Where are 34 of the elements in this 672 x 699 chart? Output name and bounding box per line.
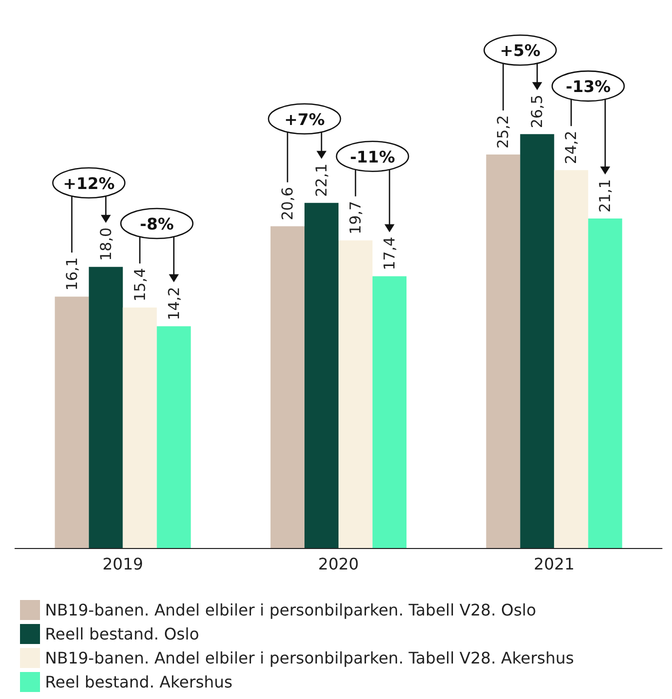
data-label: 14,2 bbox=[164, 286, 183, 320]
legend-label: NB19-banen. Andel elbiler i personbilparken. Tabell V28. Oslo bbox=[45, 600, 536, 620]
data-label: 19,7 bbox=[346, 200, 364, 234]
annotation: +12% bbox=[62, 174, 115, 193]
bar bbox=[372, 276, 406, 548]
data-label: 17,4 bbox=[380, 236, 398, 270]
bar bbox=[520, 134, 554, 548]
data-label: 25,2 bbox=[494, 115, 512, 148]
bar bbox=[54, 296, 89, 548]
bar bbox=[122, 308, 157, 548]
x-tick-label: 2021 bbox=[534, 554, 575, 574]
x-tick-label: 2019 bbox=[102, 554, 144, 574]
data-label: 21,1 bbox=[596, 179, 614, 212]
bar bbox=[588, 218, 622, 548]
annotation: -11% bbox=[350, 147, 395, 166]
legend-label: Reel bestand. Akershus bbox=[45, 672, 233, 692]
legend-label: NB19-banen. Andel elbiler i personbilparken. Tabell V28. Akershus bbox=[45, 648, 574, 668]
bar bbox=[338, 240, 372, 548]
data-label: 24,2 bbox=[562, 130, 580, 164]
bar bbox=[156, 326, 191, 548]
bar bbox=[88, 266, 123, 548]
bar bbox=[270, 226, 304, 548]
bar bbox=[486, 154, 520, 548]
data-label: 15,4 bbox=[130, 268, 149, 302]
data-label: 18,0 bbox=[96, 227, 115, 261]
data-label: 16,1 bbox=[62, 257, 81, 291]
legend-label: Reell bestand. Oslo bbox=[45, 624, 200, 644]
annotation: -8% bbox=[140, 214, 174, 234]
bar bbox=[304, 202, 338, 548]
bar bbox=[554, 170, 588, 548]
data-label: 20,6 bbox=[278, 186, 296, 220]
x-tick-label: 2020 bbox=[318, 554, 359, 574]
data-label: 22,1 bbox=[312, 163, 330, 197]
data-label: 26,5 bbox=[528, 94, 546, 128]
